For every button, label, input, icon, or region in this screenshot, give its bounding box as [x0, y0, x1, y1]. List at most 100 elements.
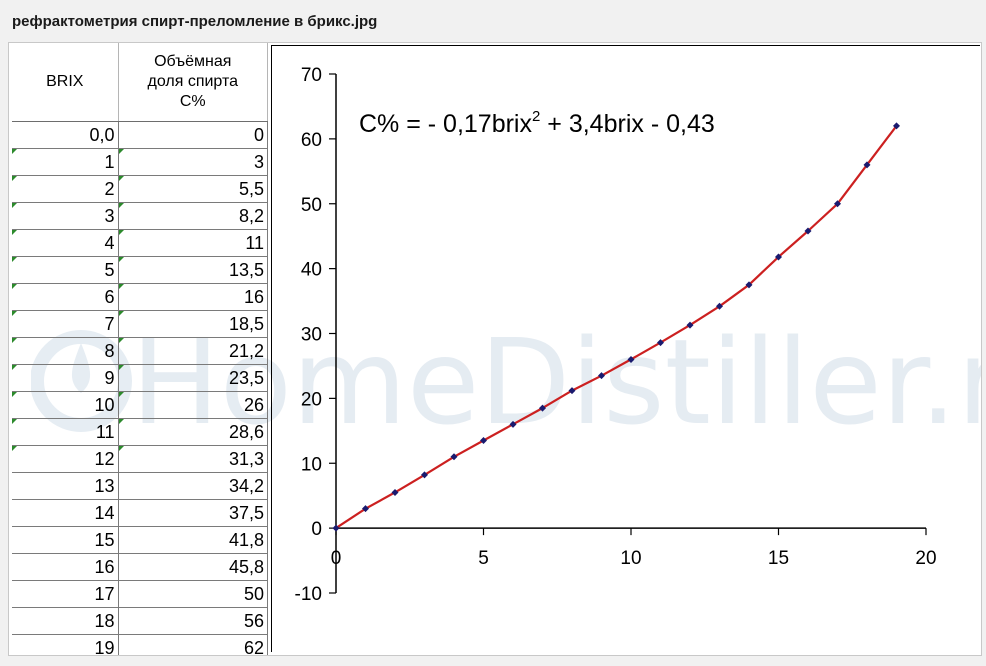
table-row: 3 8,2	[12, 202, 269, 230]
spreadsheet-area: HomeDistiller.ru BRIX Объёмная доля спир…	[8, 42, 982, 656]
table-row: 15 41,8	[12, 526, 269, 554]
brix-cell[interactable]: 0,0	[12, 121, 119, 149]
data-point	[509, 420, 517, 428]
x-tick-label: 10	[620, 548, 641, 569]
volume-fraction-cell[interactable]: 62	[118, 634, 269, 655]
data-point	[834, 200, 841, 208]
brix-cell[interactable]: 4	[12, 229, 119, 257]
brix-cell[interactable]: 14	[12, 499, 119, 527]
data-point	[804, 227, 812, 235]
brix-cell[interactable]: 10	[12, 391, 119, 419]
equation-lead: C% = - 0,17brix	[359, 110, 532, 138]
brix-cell[interactable]: 19	[12, 634, 119, 655]
brix-cell[interactable]: 15	[12, 526, 119, 554]
volume-fraction-cell[interactable]: 8,2	[118, 202, 269, 230]
volume-fraction-cell[interactable]: 50	[118, 580, 269, 608]
table-row: 13 34,2	[12, 472, 269, 500]
table-row: 4 11	[12, 229, 269, 257]
volume-fraction-cell[interactable]: 28,6	[118, 418, 269, 446]
chart-plot: -10 0 10 20 30 40 50 60 70 0 5 10 15 20 C% = - 0,17bri…	[295, 65, 937, 605]
volume-fraction-cell[interactable]: 21,2	[118, 337, 269, 365]
brix-cell[interactable]: 16	[12, 553, 119, 581]
data-point	[686, 321, 694, 329]
volume-fraction-cell[interactable]: 16	[118, 283, 269, 311]
y-tick-label: 60	[301, 130, 322, 151]
brix-cell[interactable]: 12	[12, 445, 119, 473]
data-point	[745, 281, 753, 289]
chart-area: -10 0 10 20 30 40 50 60 70 0 5 10 15 20 C% = - 0,17bri…	[271, 45, 980, 652]
table-row: 19 62	[12, 634, 269, 655]
brix-cell[interactable]: 8	[12, 337, 119, 365]
trend-line	[335, 125, 898, 530]
data-point	[598, 372, 605, 380]
brix-cell[interactable]: 7	[12, 310, 119, 338]
table-header-row: BRIX Объёмная доля спирта C%	[12, 43, 269, 122]
file-title: рефрактометрия спирт-преломление в брикс…	[12, 13, 378, 30]
volume-fraction-cell[interactable]: 13,5	[118, 256, 269, 284]
data-point	[421, 471, 428, 479]
data-point	[775, 253, 782, 261]
table-row: 14 37,5	[12, 499, 269, 527]
data-point	[539, 404, 546, 412]
volume-fraction-cell[interactable]: 37,5	[118, 499, 269, 527]
volume-fraction-cell[interactable]: 45,8	[118, 553, 269, 581]
table-row: 8 21,2	[12, 337, 269, 365]
volume-fraction-cell[interactable]: 34,2	[118, 472, 269, 500]
brix-cell[interactable]: 6	[12, 283, 119, 311]
table-row: 7 18,5	[12, 310, 269, 338]
volume-fraction-header-line: Объёмная	[154, 53, 232, 70]
brix-cell[interactable]: 2	[12, 175, 119, 203]
volume-fraction-header-line: доля спирта	[147, 73, 239, 90]
table-row: 11 28,6	[12, 418, 269, 446]
brix-cell[interactable]: 11	[12, 418, 119, 446]
volume-fraction-cell[interactable]: 3	[118, 148, 269, 176]
volume-fraction-cell[interactable]: 5,5	[118, 175, 269, 203]
brix-cell[interactable]: 17	[12, 580, 119, 608]
brix-column-header: BRIX	[12, 43, 119, 122]
brix-cell[interactable]: 1	[12, 148, 119, 176]
volume-fraction-cell[interactable]: 31,3	[118, 445, 269, 473]
x-tick-label: 0	[331, 548, 342, 569]
y-tick-label: -10	[295, 584, 322, 605]
table-row: 12 31,3	[12, 445, 269, 473]
brix-cell[interactable]: 9	[12, 364, 119, 392]
table-row: 5 13,5	[12, 256, 269, 284]
brix-cell[interactable]: 13	[12, 472, 119, 500]
x-tick-label: 5	[478, 548, 489, 569]
brix-cell[interactable]: 3	[12, 202, 119, 230]
y-tick-label: 10	[301, 454, 322, 475]
table-row: 0,0 0	[12, 121, 269, 149]
y-tick-label: 40	[301, 260, 322, 281]
trendline-equation: C% = - 0,17brix2 + 3,4brix - 0,43	[359, 108, 715, 138]
data-point	[568, 387, 576, 395]
table-row: 10 26	[12, 391, 269, 419]
data-point	[657, 339, 664, 347]
volume-fraction-column-header: Объёмная доля спирта C%	[118, 43, 269, 122]
volume-fraction-cell[interactable]: 26	[118, 391, 269, 419]
volume-fraction-cell[interactable]: 23,5	[118, 364, 269, 392]
volume-fraction-header-line: C%	[179, 93, 206, 110]
table-row: 17 50	[12, 580, 269, 608]
data-point	[362, 505, 369, 513]
data-point	[716, 302, 723, 310]
data-point	[893, 122, 900, 130]
x-tick-label: 20	[915, 548, 936, 569]
brix-cell[interactable]: 5	[12, 256, 119, 284]
table-row: 16 45,8	[12, 553, 269, 581]
volume-fraction-cell[interactable]: 0	[118, 121, 269, 149]
volume-fraction-cell[interactable]: 18,5	[118, 310, 269, 338]
data-point	[391, 488, 399, 496]
volume-fraction-cell[interactable]: 56	[118, 607, 269, 635]
table-row: 18 56	[12, 607, 269, 635]
brix-cell[interactable]: 18	[12, 607, 119, 635]
table-row: 6 16	[12, 283, 269, 311]
table-row: 9 23,5	[12, 364, 269, 392]
volume-fraction-cell[interactable]: 41,8	[118, 526, 269, 554]
data-point	[627, 355, 635, 363]
volume-fraction-cell[interactable]: 11	[118, 229, 269, 257]
data-table: BRIX Объёмная доля спирта C% 0,0 0 1 3 2 5,5 3…	[12, 43, 269, 655]
y-tick-label: 0	[311, 519, 322, 540]
x-tick-label: 15	[768, 548, 789, 569]
y-tick-label: 30	[301, 325, 322, 346]
